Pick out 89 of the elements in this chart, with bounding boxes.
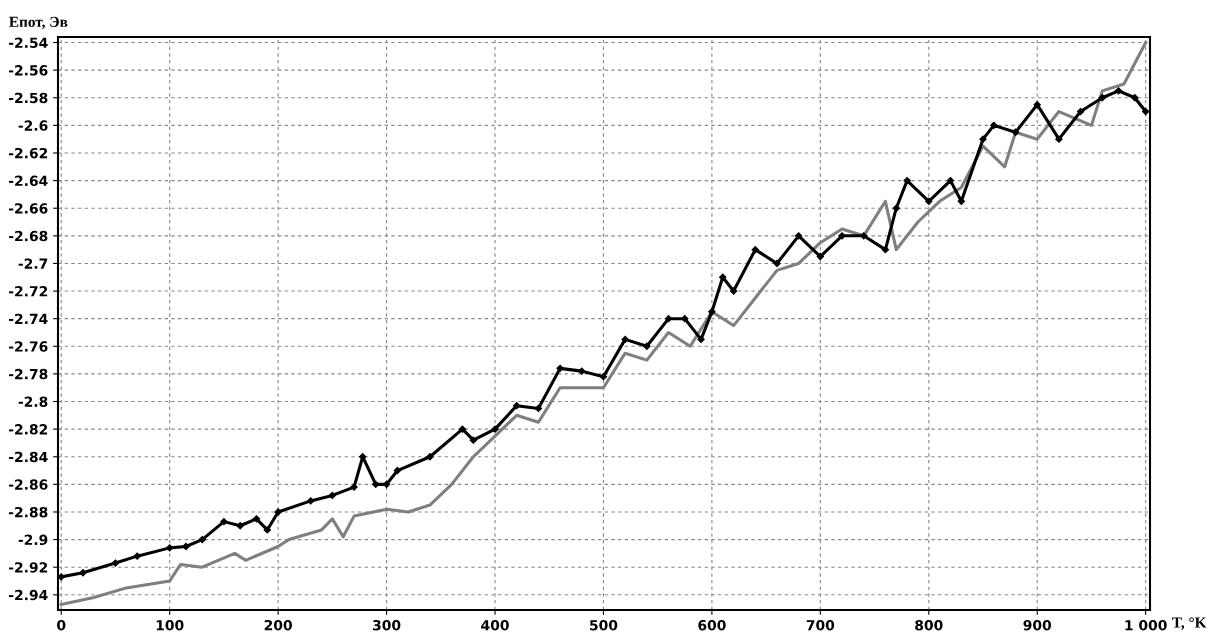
point: [1011, 128, 1020, 136]
point: [166, 544, 174, 552]
y-tick-label: -2.7: [18, 258, 48, 269]
y-tick-label: -2.64: [9, 175, 48, 187]
point: [263, 526, 271, 534]
point: [393, 466, 402, 475]
y-tick-label: -2.78: [9, 368, 48, 380]
point: [697, 335, 705, 344]
point: [534, 404, 543, 413]
point: [1142, 107, 1150, 116]
y-tick-label: -2.54: [9, 37, 48, 48]
point: [426, 453, 434, 461]
point: [729, 287, 738, 295]
x-tick-label: 900: [1023, 619, 1052, 631]
point: [1098, 94, 1106, 102]
point: [773, 259, 781, 268]
point: [513, 402, 521, 410]
point: [372, 480, 380, 488]
point: [350, 483, 358, 491]
y-tick-label: -2.72: [9, 286, 48, 297]
point: [469, 436, 477, 444]
point: [708, 308, 716, 316]
y-tick-label: -2.94: [9, 589, 48, 601]
point: [1033, 101, 1041, 109]
point: [990, 121, 998, 130]
point: [578, 367, 586, 375]
y-tick-label: -2.86: [9, 479, 48, 490]
point: [664, 315, 673, 323]
point: [491, 425, 499, 433]
x-tick-label: 300: [373, 619, 401, 631]
point: [252, 515, 261, 523]
x-tick-label: 1 000: [1125, 619, 1167, 631]
point: [946, 176, 955, 185]
point: [458, 425, 467, 433]
point: [133, 552, 141, 560]
y-tick-label: -2.58: [9, 92, 48, 104]
y-tick-label: -2.84: [9, 451, 48, 463]
point: [79, 569, 87, 577]
point: [643, 342, 651, 350]
point: [892, 204, 900, 212]
point: [111, 559, 120, 567]
point: [220, 517, 228, 526]
y-tick-label: -2.88: [9, 506, 48, 518]
x-tick-label: 200: [264, 619, 292, 631]
y-tick-label: -2.66: [9, 203, 48, 214]
point: [881, 245, 890, 254]
point: [1076, 107, 1085, 116]
y-tick-label: -2.8: [18, 396, 48, 407]
point: [328, 491, 336, 500]
point: [903, 176, 911, 185]
point: [307, 497, 315, 505]
x-tick-label: 400: [481, 619, 509, 631]
point: [816, 252, 824, 261]
point: [236, 522, 244, 530]
point: [1055, 135, 1063, 143]
y-tick-label: -2.56: [9, 65, 48, 76]
y-tick-label: -2.62: [9, 147, 48, 159]
point: [556, 364, 564, 373]
point: [979, 135, 987, 143]
point: [681, 315, 689, 323]
point: [751, 245, 759, 254]
point: [621, 335, 629, 344]
x-tick-label: 500: [590, 619, 618, 631]
point: [838, 232, 846, 240]
y-axis-title: Епот, Эв: [9, 16, 68, 30]
point: [58, 573, 65, 581]
point: [182, 542, 190, 551]
x-tick-label: 700: [806, 619, 835, 631]
x-tick-label: 100: [156, 619, 184, 631]
x-axis-title: T, °K: [1172, 617, 1207, 630]
point: [925, 197, 933, 205]
x-tick-label: 600: [698, 619, 726, 631]
y-tick-label: -2.6: [18, 120, 48, 131]
y-tick-label: -2.9: [18, 534, 48, 546]
y-tick-label: -2.74: [9, 313, 48, 324]
point: [599, 373, 608, 381]
point: [719, 273, 727, 281]
point: [1114, 87, 1123, 95]
x-tick-label: 0: [57, 619, 66, 631]
point: [274, 508, 282, 516]
y-tick-label: -2.68: [9, 230, 48, 242]
y-tick-label: -2.92: [9, 562, 48, 573]
x-tick-label: 800: [915, 619, 943, 631]
point: [795, 232, 803, 240]
y-tick-label: -2.82: [9, 424, 48, 435]
y-tick-label: -2.76: [9, 341, 48, 352]
point: [1131, 94, 1139, 102]
point: [198, 535, 206, 544]
point: [860, 232, 868, 240]
